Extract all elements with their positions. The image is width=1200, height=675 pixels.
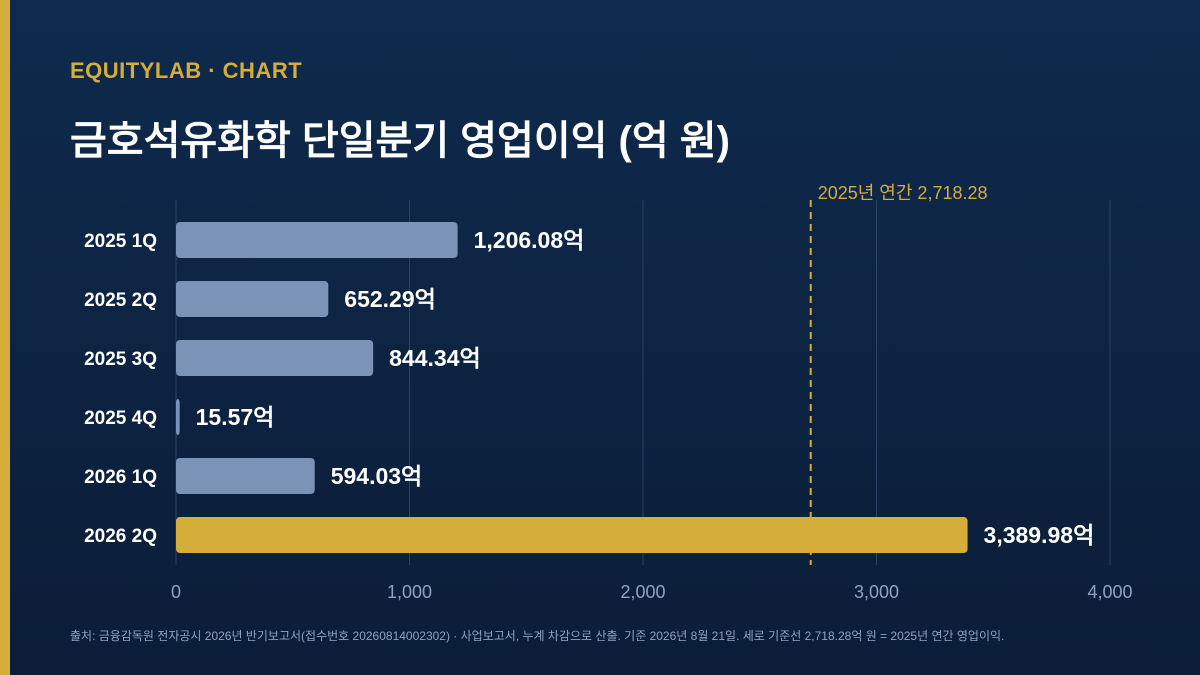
x-tick-label: 2,000 [620,582,665,602]
data-label: 1,206.08억 [474,227,585,253]
data-label: 3,389.98억 [984,522,1095,548]
category-label: 2025 1Q [84,231,157,252]
data-label: 15.57억 [196,404,275,430]
data-label: 594.03억 [331,463,423,489]
bar [176,340,374,376]
bar [176,399,180,435]
data-label: 652.29억 [344,286,436,312]
reference-line-label: 2025년 연간 2,718.28 [818,183,988,203]
labels: 0 1,000 2,000 3,000 4,000 2025 1Q 1,206.08억 202… [84,227,1132,602]
x-tick-label: 0 [171,582,181,602]
category-label: 2025 2Q [84,290,157,311]
data-label: 844.34억 [389,345,481,371]
x-tick-label: 3,000 [854,582,899,602]
bar [176,517,968,553]
bar [176,222,458,258]
bar [176,458,315,494]
category-label: 2026 1Q [84,467,157,488]
chart-title: 금호석유화학 단일분기 영업이익 (억 원) [70,119,730,163]
category-label: 2025 4Q [84,408,157,429]
reference-line-group: 2025년 연간 2,718.28 [809,183,988,565]
grid-lines [175,200,1111,565]
category-label: 2025 3Q [84,349,157,370]
x-tick-label: 4,000 [1087,582,1132,602]
bar [176,281,329,317]
bars [176,222,968,553]
source-note: 출처: 금융감독원 전자공시 2026년 반기보고서(접수번호 20260814… [70,629,1005,643]
x-tick-label: 1,000 [387,582,432,602]
eyebrow-label: EQUITYLAB · CHART [70,58,303,83]
accent-bar [0,0,10,675]
category-label: 2026 2Q [84,526,157,547]
